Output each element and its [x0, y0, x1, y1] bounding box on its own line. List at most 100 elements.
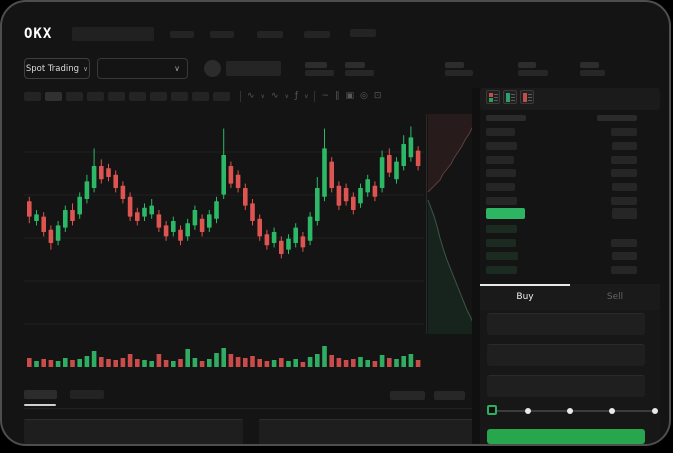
slider-stop-25[interactable]: [525, 408, 531, 414]
candle-body: [106, 168, 111, 177]
slider-stop-75[interactable]: [609, 408, 615, 414]
bid-row-bar[interactable]: [486, 225, 517, 233]
buy-sell-tabs: Buy Sell: [480, 284, 660, 310]
panel-action-button-2[interactable]: [434, 391, 465, 400]
candle-body: [149, 205, 154, 215]
volume-bar: [372, 361, 378, 367]
candle-body: [77, 196, 82, 215]
depth-bids-line: [427, 199, 478, 333]
interval-button-1[interactable]: [24, 92, 41, 101]
draw-tool-icon[interactable]: ∥: [335, 91, 340, 101]
interval-button-7[interactable]: [150, 92, 167, 101]
nav-search-placeholder[interactable]: [72, 27, 154, 41]
ask-row-bar[interactable]: [611, 156, 637, 164]
interval-button-9[interactable]: [192, 92, 209, 101]
interval-button-3[interactable]: [66, 92, 83, 101]
market-type-dropdown[interactable]: Spot Trading ∨: [24, 58, 90, 79]
candle-type-icon[interactable]: ∿: [247, 91, 255, 101]
orders-tab-active[interactable]: [24, 390, 57, 399]
fullscreen-icon[interactable]: ⊡: [373, 91, 382, 101]
slider-stop-50[interactable]: [567, 408, 573, 414]
line-tool-icon[interactable]: ~: [321, 91, 330, 101]
amount-input[interactable]: [487, 344, 645, 366]
panel-action-button-1[interactable]: [390, 391, 425, 400]
volume-bar: [27, 358, 32, 367]
volume-bar: [264, 361, 270, 367]
ask-row-bar[interactable]: [611, 197, 637, 205]
interval-button-5[interactable]: [108, 92, 125, 101]
pair-selector-dropdown[interactable]: ∨: [97, 58, 188, 79]
ask-row-bar[interactable]: [612, 142, 637, 150]
volume-bar: [415, 360, 421, 367]
chevron-down-icon: ∨: [83, 64, 89, 73]
ask-row-bar[interactable]: [486, 169, 516, 177]
ask-row-bar[interactable]: [486, 142, 517, 150]
candlestick-chart[interactable]: [24, 114, 424, 370]
ask-row-bar[interactable]: [486, 183, 515, 191]
candle-body: [372, 185, 378, 197]
combined-book-icon[interactable]: [486, 90, 500, 104]
nav-item-2[interactable]: [210, 31, 234, 38]
candle-body: [192, 210, 198, 226]
interval-button-2-selected[interactable]: [45, 92, 62, 101]
tab-sell[interactable]: Sell: [606, 292, 624, 302]
volume-bar: [322, 346, 327, 367]
amount-slider-track[interactable]: [489, 410, 657, 412]
order-form: [480, 310, 660, 444]
volume-bar: [48, 360, 54, 367]
bid-row-bar[interactable]: [486, 266, 517, 274]
asks-book-icon[interactable]: [520, 90, 534, 104]
candle-body: [84, 181, 90, 199]
candle-body: [379, 157, 385, 188]
chevron-down-icon[interactable]: ∨: [284, 92, 289, 100]
bid-row-bar[interactable]: [611, 239, 637, 247]
candle-body: [415, 150, 421, 166]
nav-item-3[interactable]: [257, 31, 283, 38]
volume-bar: [387, 358, 392, 367]
buy-submit-button[interactable]: [487, 429, 645, 444]
depth-chart[interactable]: [427, 114, 480, 334]
ask-row-bar[interactable]: [611, 169, 637, 177]
chart-tools: ∿ ∨ ∿ ∨ ƒ ∨ ~ ∥ ▣ ◎ ⊡: [240, 90, 381, 103]
nav-item-4[interactable]: [304, 31, 330, 38]
chevron-down-icon[interactable]: ∨: [304, 92, 309, 100]
candle-body: [70, 210, 75, 221]
price-input[interactable]: [487, 313, 645, 335]
candle-body: [163, 225, 169, 237]
candle-body: [343, 188, 349, 202]
bids-book-icon[interactable]: [503, 90, 517, 104]
tab-buy[interactable]: Buy: [516, 292, 534, 302]
nav-item-1[interactable]: [170, 31, 194, 38]
total-input[interactable]: [487, 375, 645, 397]
interval-button-6[interactable]: [129, 92, 146, 101]
bid-row-bar[interactable]: [486, 252, 518, 260]
chevron-down-icon[interactable]: ∨: [260, 92, 265, 100]
settings-icon[interactable]: ◎: [360, 91, 368, 101]
nav-item-5[interactable]: [350, 29, 376, 37]
slider-handle[interactable]: [487, 405, 497, 415]
last-price-bar[interactable]: [486, 208, 525, 219]
volume-bar: [307, 357, 313, 367]
interval-button-10[interactable]: [213, 92, 230, 101]
snapshot-icon[interactable]: ▣: [345, 91, 355, 101]
bid-row-bar[interactable]: [612, 252, 637, 260]
ask-row-bar[interactable]: [486, 156, 514, 164]
volume-bar: [286, 361, 291, 367]
bid-row-bar[interactable]: [611, 266, 637, 274]
ask-row-bar[interactable]: [611, 128, 637, 136]
ask-row-bar[interactable]: [486, 197, 517, 205]
volume-bar: [351, 359, 356, 367]
history-tab[interactable]: [70, 390, 104, 399]
slider-stop-100[interactable]: [652, 408, 658, 414]
last-price-bar[interactable]: [612, 208, 637, 219]
indicators-icon[interactable]: ƒ: [294, 91, 299, 101]
bid-row-bar[interactable]: [486, 239, 516, 247]
compare-icon[interactable]: ∿: [270, 91, 279, 101]
interval-button-4[interactable]: [87, 92, 104, 101]
volume-bar: [336, 358, 342, 367]
candle-body: [307, 216, 313, 241]
ask-row-bar[interactable]: [612, 183, 637, 191]
interval-button-8[interactable]: [171, 92, 188, 101]
ask-row-bar[interactable]: [486, 128, 515, 136]
